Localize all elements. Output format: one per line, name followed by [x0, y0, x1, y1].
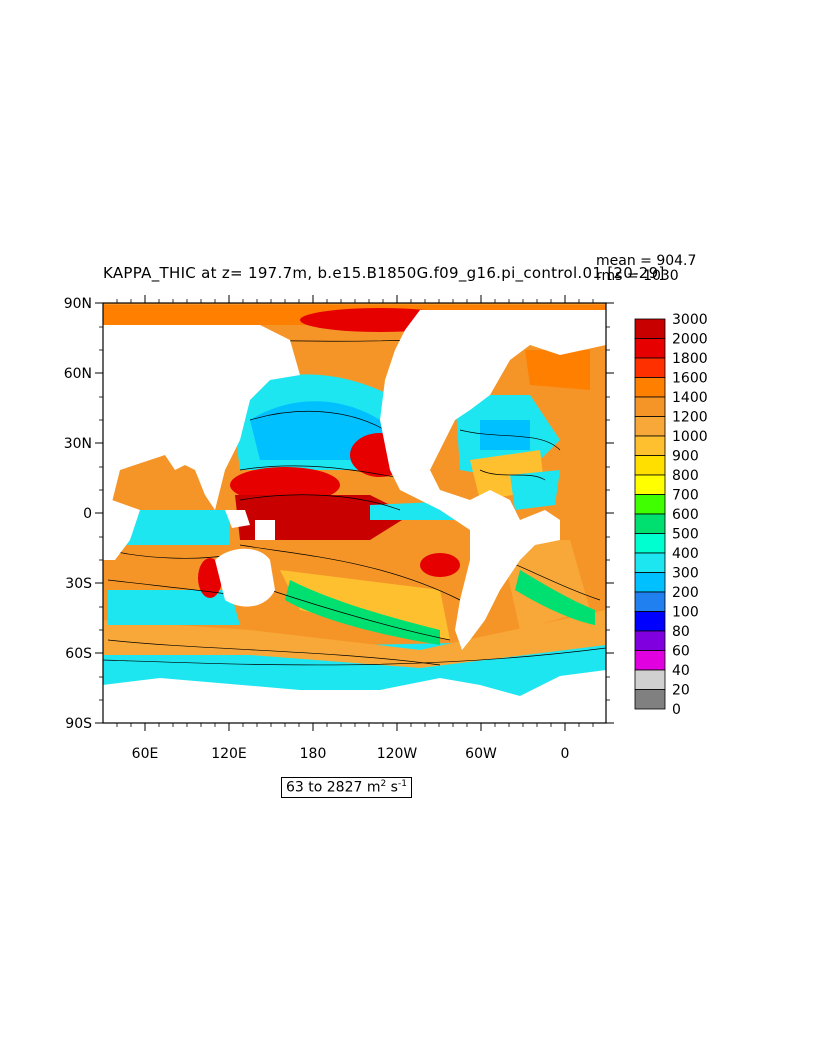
- lat-label: 90S: [65, 716, 92, 732]
- lat-label: 30N: [64, 436, 92, 452]
- lat-label: 90N: [64, 296, 92, 312]
- colorbar-label: 100: [672, 605, 699, 621]
- colorbar-swatch: [634, 513, 666, 534]
- colorbar-swatch: [634, 669, 666, 690]
- lon-ticks: [144, 295, 566, 731]
- colorbar-swatch: [634, 318, 666, 339]
- range-unit-exp: 2: [380, 779, 387, 789]
- colorbar-labels: 3000200018001600140012001000900800700600…: [672, 312, 708, 718]
- colorbar-label: 1600: [672, 371, 708, 387]
- colorbar-label: 1400: [672, 390, 708, 406]
- mean-label: mean = 904.7: [596, 253, 697, 269]
- lon-label: 120W: [377, 746, 418, 762]
- colorbar-label: 1800: [672, 351, 708, 367]
- colorbar-swatch: [634, 591, 666, 612]
- colorbar-swatch: [634, 377, 666, 398]
- stats-block: mean = 904.7 rms = 1030: [596, 254, 696, 284]
- lat-labels: 90N 60N 30N 0 30S 60S 90S: [64, 296, 92, 732]
- colorbar-swatch: [634, 474, 666, 495]
- range-unit-mid: s: [386, 779, 398, 796]
- range-box: 63 to 2827 m2 s-1: [281, 777, 412, 798]
- lon-label: 0: [561, 746, 570, 762]
- colorbar-swatch: [634, 338, 666, 359]
- rms-label: rms = 1030: [596, 268, 679, 284]
- colorbar-label: 1000: [672, 429, 708, 445]
- colorbar-label: 200: [672, 585, 699, 601]
- colorbar-label: 80: [672, 624, 690, 640]
- plot-title: KAPPA_THIC at z= 197.7m, b.e15.B1850G.f0…: [103, 264, 665, 282]
- colorbar-swatch: [634, 416, 666, 437]
- colorbar-label: 20: [672, 683, 690, 699]
- colorbar-label: 700: [672, 488, 699, 504]
- lat-label: 60S: [65, 646, 92, 662]
- colorbar-swatch: [634, 396, 666, 417]
- colorbar-label: 40: [672, 663, 690, 679]
- lon-label: 60E: [132, 746, 159, 762]
- colorbar-swatch: [634, 357, 666, 378]
- colorbar-label: 800: [672, 468, 699, 484]
- colorbar-label: 600: [672, 507, 699, 523]
- land-masses: [103, 310, 606, 723]
- colorbar-label: 3000: [672, 312, 708, 328]
- colorbar-swatch: [634, 533, 666, 554]
- lon-label: 60W: [465, 746, 497, 762]
- lat-label: 30S: [65, 576, 92, 592]
- colorbar-label: 1200: [672, 410, 708, 426]
- colorbar-label: 500: [672, 527, 699, 543]
- colorbar-label: 0: [672, 702, 681, 718]
- colorbar-swatch: [634, 572, 666, 593]
- lon-label: 180: [300, 746, 327, 762]
- colorbar-swatch: [634, 455, 666, 476]
- lon-label: 120E: [211, 746, 247, 762]
- colorbar-swatch: [634, 650, 666, 671]
- colorbar: [634, 318, 666, 710]
- colorbar-swatch: [634, 689, 666, 710]
- colorbar-swatch: [634, 630, 666, 651]
- colorbar-swatch: [634, 435, 666, 456]
- lon-labels: 60E 120E 180 120W 60W 0: [132, 746, 570, 762]
- colorbar-label: 60: [672, 644, 690, 660]
- colorbar-label: 400: [672, 546, 699, 562]
- colorbar-label: 900: [672, 449, 699, 465]
- colorbar-label: 300: [672, 566, 699, 582]
- lat-ticks: [95, 302, 614, 724]
- colorbar-label: 2000: [672, 332, 708, 348]
- lat-label: 60N: [64, 366, 92, 382]
- colorbar-swatch: [634, 552, 666, 573]
- colorbar-swatch: [634, 611, 666, 632]
- colorbar-swatch: [634, 494, 666, 515]
- lat-label: 0: [83, 506, 92, 522]
- range-text: 63 to 2827 m: [286, 779, 381, 796]
- range-unit-exp2: -1: [397, 779, 407, 789]
